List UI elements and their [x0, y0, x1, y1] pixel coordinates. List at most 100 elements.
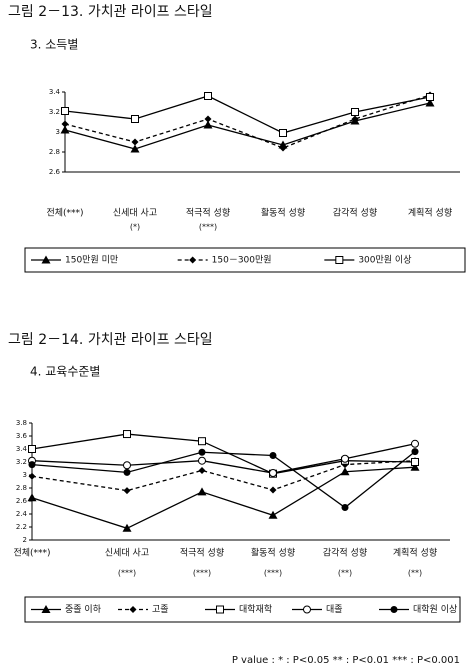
- significance-label: (*): [130, 223, 140, 232]
- marker: [204, 92, 212, 100]
- marker: [198, 448, 206, 456]
- figure-subtitle: 4. 교육수준별: [30, 365, 100, 379]
- significance-label: (***): [118, 569, 136, 578]
- marker: [123, 487, 131, 495]
- legend-marker: [41, 255, 51, 264]
- x-tick-label: 활동적 성향: [261, 207, 305, 219]
- legend-marker: [129, 606, 137, 613]
- x-tick-label: 신세대 사고: [113, 208, 157, 219]
- x-tick-label: 전체(***): [13, 548, 50, 559]
- figure-title: 그림 2－14. 가치관 라이프 스타일: [8, 332, 213, 348]
- x-tick-label: 감각적 성향: [333, 207, 377, 219]
- significance-label: (***): [199, 223, 217, 232]
- legend-marker: [189, 256, 197, 264]
- significance-label: (***): [193, 569, 211, 578]
- figure-subtitle: 3. 소득별: [30, 38, 78, 52]
- legend-label: 대학원 이상: [413, 604, 457, 615]
- series-line: [31, 443, 416, 474]
- marker: [28, 445, 36, 453]
- marker: [269, 486, 277, 494]
- marker: [425, 98, 435, 107]
- y-tick-label: 3.2: [16, 458, 27, 466]
- marker: [28, 461, 36, 469]
- legend-box: [24, 247, 466, 273]
- marker: [426, 93, 434, 101]
- y-tick-label: 2.6: [49, 168, 61, 176]
- marker: [197, 487, 207, 496]
- x-tick-label: 전체(***): [46, 208, 83, 219]
- x-tick-label: 활동적 성향: [251, 547, 295, 559]
- y-tick-label: 3.4: [49, 88, 61, 96]
- marker: [61, 120, 69, 128]
- legend-label: 중졸 이하: [65, 604, 102, 615]
- marker: [123, 461, 131, 470]
- marker: [411, 458, 419, 466]
- marker: [351, 108, 359, 116]
- marker: [123, 430, 131, 439]
- marker: [198, 437, 206, 446]
- series-line: [64, 95, 431, 134]
- legend-marker: [216, 605, 224, 614]
- marker: [351, 115, 359, 123]
- legend-marker: [335, 256, 344, 264]
- legend-box: [24, 596, 461, 623]
- legend-marker: [390, 606, 398, 613]
- series-line: [31, 466, 416, 529]
- y-tick-label: 2.8: [49, 148, 60, 156]
- x-tick-label: 계획적 성향: [408, 207, 452, 219]
- figure-title: 그림 2－13. 가치관 라이프 스타일: [8, 4, 213, 20]
- marker: [27, 493, 37, 502]
- marker: [341, 504, 349, 511]
- marker: [198, 466, 206, 474]
- marker: [269, 469, 277, 478]
- marker: [198, 456, 206, 465]
- legend-label: 대졸: [326, 604, 343, 615]
- y-tick-label: 2: [23, 536, 27, 544]
- footnote: P value : * : P<0.05 ** : P<0.01 *** : P…: [232, 655, 460, 666]
- series-line: [64, 94, 431, 149]
- y-tick-label: 3.6: [16, 432, 28, 440]
- marker: [131, 138, 139, 146]
- series-line: [31, 451, 416, 509]
- marker: [279, 144, 287, 152]
- series-line: [31, 460, 416, 492]
- y-tick-label: 3.4: [16, 445, 28, 453]
- x-tick-label: 적극적 성향: [180, 547, 224, 559]
- significance-label: (***): [264, 569, 282, 578]
- marker: [268, 510, 278, 519]
- marker: [340, 467, 350, 476]
- marker: [131, 115, 139, 123]
- marker: [411, 439, 419, 448]
- marker: [122, 523, 132, 532]
- x-tick-label: 적극적 성향: [186, 207, 230, 219]
- series-line: [64, 102, 431, 150]
- legend-marker: [303, 605, 311, 614]
- y-tick-label: 3.8: [16, 419, 27, 427]
- marker: [279, 129, 287, 137]
- marker: [411, 448, 419, 456]
- marker: [130, 144, 140, 153]
- marker: [123, 468, 131, 476]
- significance-label: (**): [338, 569, 352, 578]
- legend-label: 고졸: [152, 604, 169, 615]
- y-tick-label: 2.8: [16, 484, 27, 492]
- marker: [61, 107, 69, 115]
- y-tick-label: 2.4: [16, 510, 28, 518]
- legend-label: 대학재학: [239, 604, 272, 615]
- x-tick-label: 계획적 성향: [393, 547, 437, 559]
- y-tick-label: 2.2: [16, 523, 27, 531]
- y-tick-label: 3: [56, 128, 60, 136]
- legend-label: 150－300만원: [212, 255, 272, 266]
- marker: [269, 452, 277, 459]
- significance-label: (**): [408, 569, 422, 578]
- marker: [60, 125, 70, 134]
- y-tick-label: 3.2: [49, 108, 60, 116]
- x-tick-label: 감각적 성향: [323, 547, 367, 559]
- y-tick-label: 2.6: [16, 497, 28, 505]
- series-line: [31, 433, 416, 475]
- legend-label: 300만원 이상: [358, 255, 411, 266]
- y-tick-label: 3: [23, 471, 27, 479]
- x-tick-label: 신세대 사고: [105, 548, 149, 559]
